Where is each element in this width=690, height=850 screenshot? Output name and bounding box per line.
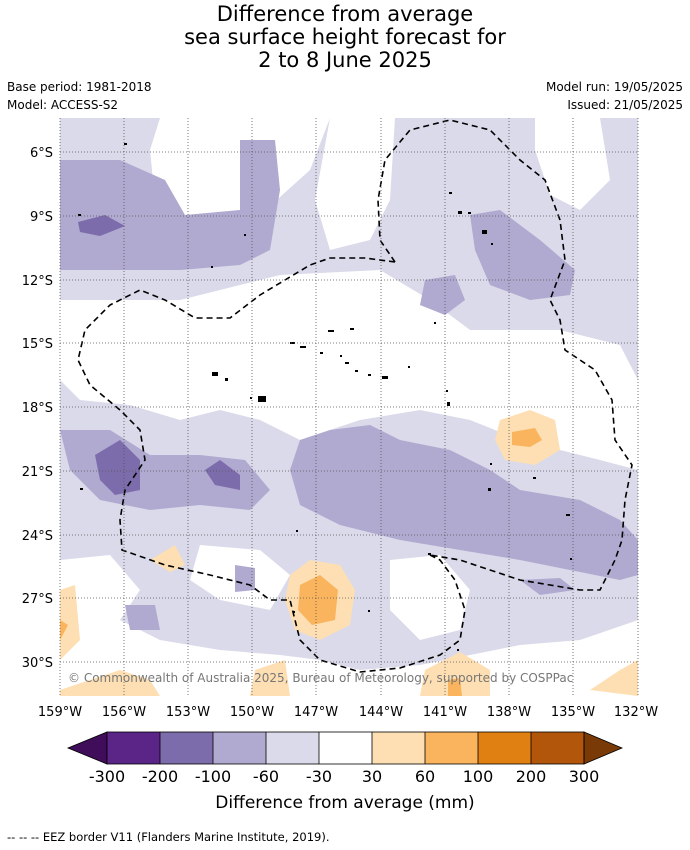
lon-label: 156°W: [102, 705, 146, 720]
metadata-right: Model run: 19/05/2025 Issued: 21/05/2025: [546, 78, 683, 114]
lon-label: 159°W: [38, 705, 82, 720]
gridlines: [59, 118, 639, 696]
colorbar-extend-low: [66, 731, 108, 765]
map-title: Difference from average sea surface heig…: [0, 3, 690, 72]
lat-label: 27°S: [22, 592, 53, 607]
lat-label: 9°S: [30, 210, 53, 225]
islands: [78, 143, 572, 651]
colorbar-tick: 60: [415, 767, 435, 786]
colorbar-segment: [478, 732, 531, 764]
colorbar-tick: -60: [253, 767, 279, 786]
lat-labels: 6°S 9°S 12°S 15°S 18°S 21°S 24°S 27°S 30…: [22, 146, 53, 671]
lat-label: 21°S: [22, 465, 53, 480]
lat-label: 6°S: [30, 146, 53, 161]
colorbar-tick: 100: [463, 767, 494, 786]
colorbar-tick: -100: [195, 767, 231, 786]
colorbar-tick: 300: [569, 767, 600, 786]
colorbar-tick: 30: [362, 767, 382, 786]
colorbar: -300 -200 -100 -60 -30 30 60 100 200 300: [66, 731, 624, 786]
base-period: Base period: 1981-2018: [7, 80, 152, 94]
colorbar-segment: [107, 732, 160, 764]
lon-label: 144°W: [359, 705, 403, 720]
lat-label: 24°S: [22, 529, 53, 544]
title-line-2: sea surface height forecast for: [184, 25, 506, 49]
lon-label: 150°W: [230, 705, 274, 720]
colorbar-segment: [531, 732, 584, 764]
colorbar-segment: [372, 732, 425, 764]
lon-label: 138°W: [487, 705, 531, 720]
colorbar-segment: [266, 732, 319, 764]
lon-label: 132°W: [614, 705, 658, 720]
eez-footnote: -- -- -- EEZ border V11 (Flanders Marine…: [7, 830, 330, 844]
model-run: Model run: 19/05/2025: [545, 80, 683, 94]
eez-borders: [77, 119, 633, 673]
model-name: Model: ACCESS-S2: [7, 98, 119, 112]
colorbar-tick: -300: [89, 767, 125, 786]
colorbar-segment: [425, 732, 478, 764]
lat-label: 18°S: [22, 401, 53, 416]
lon-label: 141°W: [423, 705, 467, 720]
lon-label: 147°W: [294, 705, 338, 720]
lat-label: 15°S: [22, 337, 53, 352]
copyright-notice: © Commonwealth of Australia 2025, Bureau…: [68, 671, 573, 685]
lon-labels: 159°W 156°W 153°W 150°W 147°W 144°W 141°…: [38, 705, 658, 720]
colorbar-tick: 200: [516, 767, 547, 786]
title-line-1: Difference from average: [216, 2, 474, 26]
colorbar-segment: [213, 732, 266, 764]
lat-label: 30°S: [22, 656, 53, 671]
metadata-left: Base period: 1981-2018 Model: ACCESS-S2: [7, 78, 152, 114]
colorbar-tick: -30: [306, 767, 332, 786]
lat-label: 12°S: [22, 274, 53, 289]
colorbar-label: Difference from average (mm): [215, 793, 475, 813]
colorbar-segment: [160, 732, 213, 764]
colorbar-tick: -200: [142, 767, 178, 786]
lon-label: 135°W: [551, 705, 595, 720]
anomaly-field: [60, 118, 638, 696]
colorbar-extend-high: [583, 731, 624, 765]
lon-label: 153°W: [166, 705, 210, 720]
title-line-3: 2 to 8 June 2025: [258, 48, 432, 72]
colorbar-segment: [319, 732, 372, 764]
issued-date: Issued: 21/05/2025: [567, 98, 683, 112]
